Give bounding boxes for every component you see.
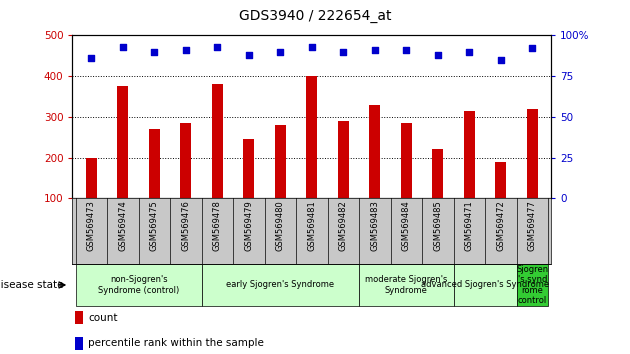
Bar <box>212 84 223 198</box>
Bar <box>76 264 202 306</box>
Text: GSM569474: GSM569474 <box>118 200 127 251</box>
Text: moderate Sjogren's
Syndrome: moderate Sjogren's Syndrome <box>365 275 447 295</box>
Bar <box>527 109 538 198</box>
Text: GSM569471: GSM569471 <box>465 200 474 251</box>
Point <box>527 46 537 51</box>
Text: GDS3940 / 222654_at: GDS3940 / 222654_at <box>239 9 391 23</box>
Text: GSM569482: GSM569482 <box>339 200 348 251</box>
Bar <box>432 149 444 198</box>
Bar <box>359 264 454 306</box>
Point <box>149 49 159 55</box>
Point <box>86 55 96 61</box>
Point <box>338 49 348 55</box>
Point <box>181 47 191 53</box>
Text: GSM569478: GSM569478 <box>213 200 222 251</box>
Bar <box>75 311 83 324</box>
Text: Sjogren
's synd
rome
control: Sjogren 's synd rome control <box>517 265 548 305</box>
Text: GSM569479: GSM569479 <box>244 200 253 251</box>
Bar <box>149 129 160 198</box>
Bar <box>180 123 192 198</box>
Text: GSM569475: GSM569475 <box>150 200 159 251</box>
Text: count: count <box>88 313 118 323</box>
Bar <box>464 111 475 198</box>
Text: advanced Sjogren's Syndrome: advanced Sjogren's Syndrome <box>421 280 549 290</box>
Bar <box>117 86 129 198</box>
Point <box>401 47 411 53</box>
Point <box>496 57 506 63</box>
Text: GSM569472: GSM569472 <box>496 200 505 251</box>
Bar <box>202 264 359 306</box>
Text: disease state: disease state <box>0 280 63 290</box>
Text: GSM569473: GSM569473 <box>87 200 96 251</box>
Text: GSM569476: GSM569476 <box>181 200 190 251</box>
Bar <box>517 264 548 306</box>
Bar <box>369 105 381 198</box>
Bar <box>401 123 412 198</box>
Text: percentile rank within the sample: percentile rank within the sample <box>88 338 264 348</box>
Point <box>307 44 317 50</box>
Bar <box>454 264 517 306</box>
Bar <box>338 121 349 198</box>
Point <box>433 52 443 58</box>
Text: GSM569480: GSM569480 <box>276 200 285 251</box>
Bar <box>243 139 255 198</box>
Bar <box>275 125 286 198</box>
Text: GSM569483: GSM569483 <box>370 200 379 251</box>
Point <box>212 44 222 50</box>
Point <box>244 52 254 58</box>
Bar <box>306 76 318 198</box>
Text: GSM569485: GSM569485 <box>433 200 442 251</box>
Bar <box>86 158 97 198</box>
Point <box>118 44 128 50</box>
Point <box>464 49 474 55</box>
Point <box>275 49 285 55</box>
Bar <box>495 161 507 198</box>
Text: early Sjogren's Syndrome: early Sjogren's Syndrome <box>226 280 335 290</box>
Bar <box>75 337 83 350</box>
Text: GSM569481: GSM569481 <box>307 200 316 251</box>
Text: GSM569484: GSM569484 <box>402 200 411 251</box>
Text: non-Sjogren's
Syndrome (control): non-Sjogren's Syndrome (control) <box>98 275 179 295</box>
Text: GSM569477: GSM569477 <box>528 200 537 251</box>
Point <box>370 47 380 53</box>
